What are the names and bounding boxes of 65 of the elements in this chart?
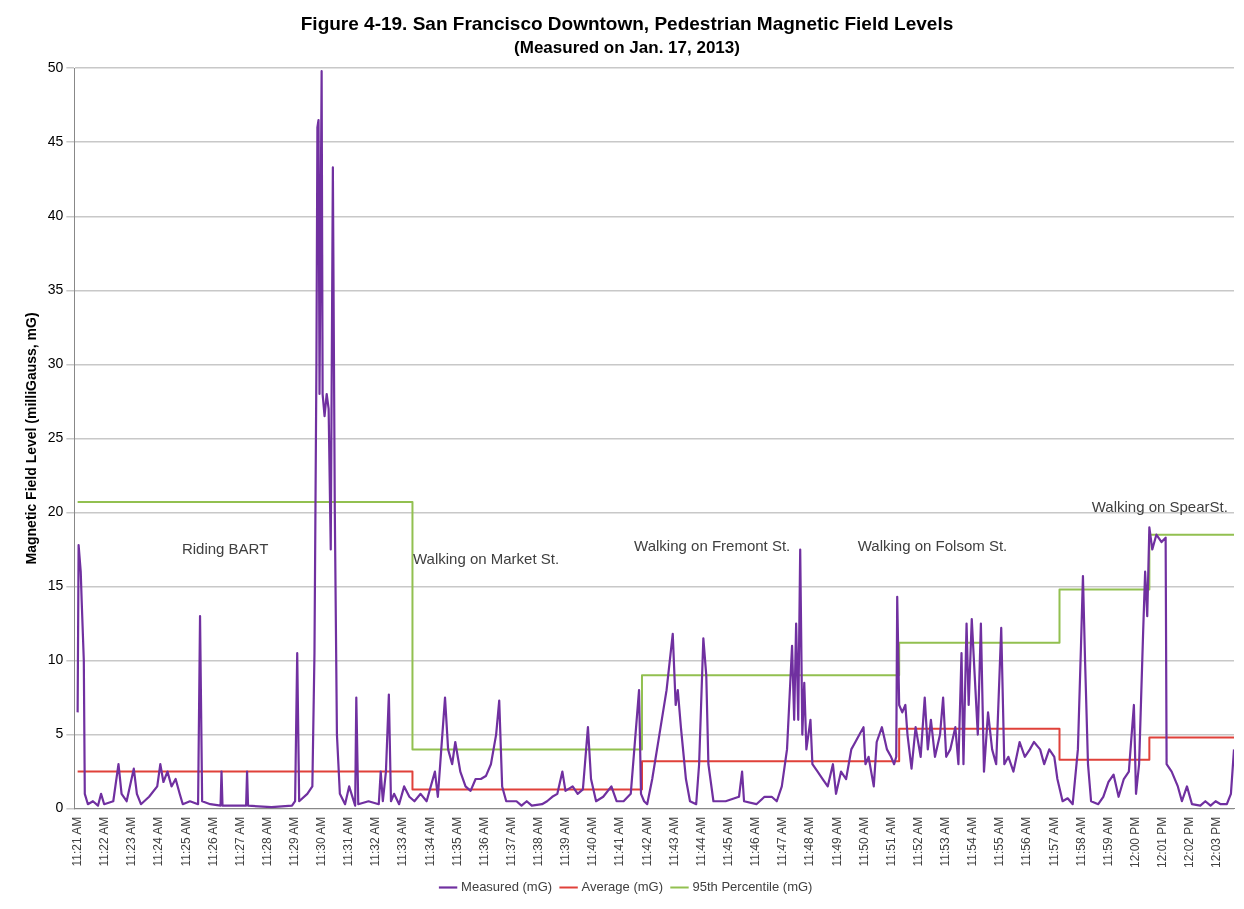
x-tick-label: 12:02 PM — [1182, 816, 1197, 869]
y-tick-label: 10 — [47, 651, 64, 668]
legend-label: 95th Percentile (mG) — [692, 879, 813, 895]
x-tick-label: 11:23 AM — [124, 816, 139, 867]
x-tick-label: 11:29 AM — [286, 816, 301, 867]
x-tick-label: 11:44 AM — [693, 816, 708, 867]
x-tick-label: 11:21 AM — [69, 816, 84, 867]
legend-label: Average (mG) — [581, 879, 663, 895]
x-tick-label: 11:27 AM — [232, 816, 247, 867]
x-tick-label: 11:32 AM — [368, 816, 383, 867]
x-tick-label: 11:50 AM — [856, 816, 871, 867]
x-tick-label: 12:03 PM — [1209, 816, 1224, 869]
chart-title: Figure 4-19. San Francisco Downtown, Pedestrian Magnetic Field Levels — [300, 12, 954, 34]
y-tick-label: 15 — [47, 577, 64, 594]
x-tick-label: 11:37 AM — [504, 816, 519, 867]
annotation: Walking on Folsom St. — [857, 536, 1008, 554]
y-tick-label: 25 — [47, 429, 64, 446]
x-tick-label: 11:48 AM — [802, 816, 817, 867]
x-tick-label: 11:34 AM — [422, 816, 437, 867]
x-tick-label: 11:38 AM — [531, 816, 546, 867]
x-tick-label: 11:54 AM — [965, 816, 980, 867]
x-tick-label: 11:39 AM — [558, 816, 573, 867]
x-tick-label: 12:01 PM — [1155, 816, 1170, 869]
x-tick-label: 11:43 AM — [666, 816, 681, 867]
y-tick-label: 20 — [47, 503, 64, 520]
x-tick-label: 12:00 PM — [1127, 816, 1142, 869]
y-tick-label: 35 — [47, 281, 64, 298]
x-tick-label: 11:49 AM — [829, 816, 844, 867]
x-tick-label: 11:22 AM — [97, 816, 112, 867]
annotation: Walking on Market St. — [412, 549, 560, 567]
x-tick-label: 11:24 AM — [151, 816, 166, 867]
x-tick-label: 11:42 AM — [639, 816, 654, 867]
legend-label: Measured (mG) — [461, 879, 553, 895]
x-tick-label: 11:52 AM — [911, 816, 926, 867]
x-tick-label: 11:55 AM — [992, 816, 1007, 867]
x-tick-label: 11:31 AM — [341, 816, 356, 867]
x-tick-label: 11:47 AM — [775, 816, 790, 867]
y-tick-label: 50 — [47, 59, 64, 76]
y-axis-title: Magnetic Field Level (milliGauss, mG) — [23, 312, 40, 565]
x-tick-label: 11:36 AM — [476, 816, 491, 867]
x-tick-label: 11:58 AM — [1073, 816, 1088, 867]
x-tick-label: 11:53 AM — [938, 816, 953, 867]
annotation: Riding BART — [181, 539, 269, 557]
x-tick-label: 11:56 AM — [1019, 816, 1034, 867]
x-tick-label: 11:41 AM — [612, 816, 627, 867]
x-tick-label: 11:45 AM — [721, 816, 736, 867]
y-tick-label: 0 — [55, 799, 64, 816]
x-tick-label: 11:57 AM — [1046, 816, 1061, 867]
x-tick-label: 11:35 AM — [449, 816, 464, 867]
y-tick-label: 45 — [47, 133, 64, 150]
chart-subtitle: (Measured on Jan. 17, 2013) — [514, 37, 740, 57]
x-tick-label: 11:30 AM — [314, 816, 329, 867]
x-tick-label: 11:59 AM — [1100, 816, 1115, 867]
y-tick-label: 40 — [47, 207, 64, 224]
x-tick-label: 11:33 AM — [395, 816, 410, 867]
x-tick-label: 11:46 AM — [748, 816, 763, 867]
y-tick-label: 30 — [47, 355, 64, 372]
annotation: Walking on SpearSt. — [1091, 498, 1228, 516]
x-tick-label: 11:28 AM — [259, 816, 274, 867]
y-tick-label: 5 — [55, 725, 64, 742]
x-tick-label: 11:26 AM — [205, 816, 220, 867]
x-tick-label: 11:51 AM — [883, 816, 898, 867]
x-tick-label: 11:40 AM — [585, 816, 600, 867]
x-tick-label: 11:25 AM — [178, 816, 193, 867]
annotation: Walking on Fremont St. — [634, 536, 791, 554]
